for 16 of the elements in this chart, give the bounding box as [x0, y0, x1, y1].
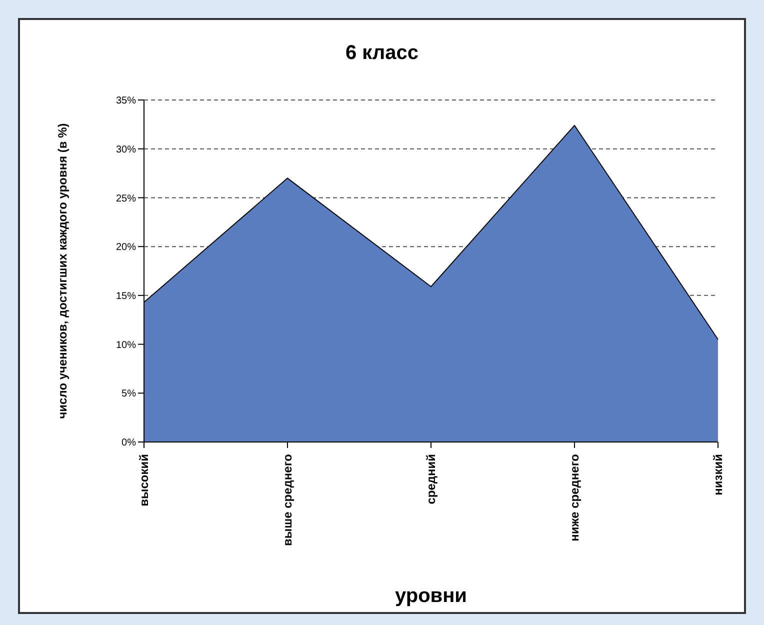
- y-axis-title: число учеников, достигших каждого уровня (в %): [55, 123, 70, 419]
- y-tick-label: 20%: [116, 242, 136, 254]
- y-tick-label: 0%: [122, 438, 136, 449]
- y-tick-label: 30%: [116, 144, 136, 156]
- y-tick-label: 15%: [116, 290, 136, 302]
- x-axis-title: уровни: [395, 585, 467, 607]
- y-tick-label: 5%: [122, 388, 136, 400]
- y-tick-label: 35%: [116, 96, 136, 107]
- chart-title: 6 класс: [344, 42, 420, 65]
- x-tick-label: высокий: [137, 454, 151, 506]
- x-tick-label: выше среднего: [280, 454, 294, 546]
- y-tick-label: 25%: [116, 193, 136, 204]
- x-tick-label: ниже среднего: [568, 454, 582, 542]
- x-tick-label: средний: [424, 454, 438, 504]
- x-tick-label: низкий: [711, 454, 725, 496]
- y-tick-label: 10%: [116, 340, 136, 351]
